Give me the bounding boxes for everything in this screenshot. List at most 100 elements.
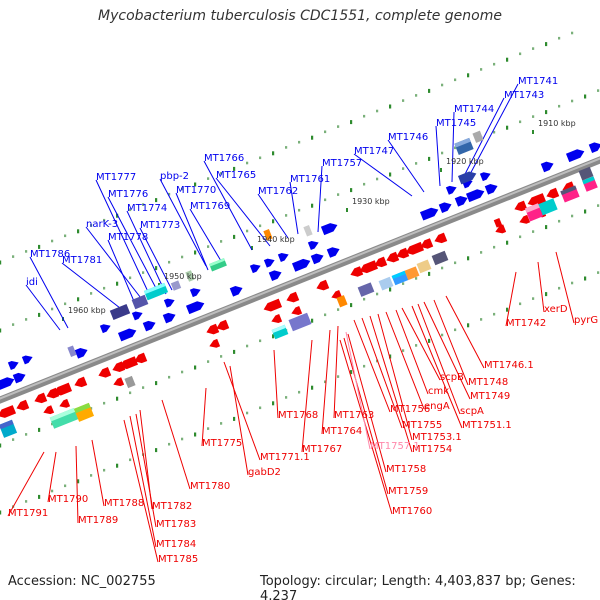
reverse-gene-label-leader — [129, 415, 157, 548]
reverse-gene-label: MT1753.1 — [412, 432, 462, 443]
forward-gene-label: MT1770 — [176, 185, 216, 196]
forward-gene-inner — [185, 301, 205, 315]
guide-dot — [0, 328, 2, 333]
guide-dot — [415, 162, 418, 165]
guide-dot — [246, 411, 249, 415]
reverse-gene-label: MT1771.1 — [260, 452, 310, 463]
guide-dot — [480, 318, 483, 321]
reverse-gene-label-leader — [369, 315, 413, 453]
guide-dot — [12, 323, 15, 326]
guide-dot — [129, 458, 132, 462]
reverse-feature-box-stripe — [0, 419, 14, 430]
reverse-feature-box-rect — [124, 375, 136, 389]
guide-dot — [402, 282, 405, 285]
guide-dot — [415, 94, 418, 97]
forward-gene-inner — [484, 184, 498, 195]
guide-dot — [532, 47, 535, 50]
forward-gene-label-leader — [159, 178, 207, 267]
reverse-gene-inner — [74, 376, 88, 388]
forward-gene-label-leader — [29, 256, 69, 329]
reverse-feature-box-stripe — [560, 185, 577, 196]
forward-gene-label-leader — [435, 125, 441, 187]
reverse-gene-inner — [359, 260, 379, 274]
forward-gene-mid-shape — [99, 324, 111, 334]
guide-dot — [441, 83, 444, 87]
forward-gene-label-leader — [61, 262, 121, 309]
forward-gene-mid-shape — [263, 258, 275, 268]
guide-dot — [571, 31, 574, 35]
reverse-gene-label: MT1784 — [156, 539, 196, 550]
forward-feature-box-rect — [67, 345, 77, 357]
reverse-gene-inner — [386, 251, 400, 263]
forward-gene-label-leader — [85, 226, 145, 303]
forward-gene-label: MT1744 — [454, 104, 494, 115]
forward-feature-box-rect — [109, 304, 131, 320]
forward-gene-inner-shape — [142, 320, 156, 332]
guide-dot — [311, 385, 314, 390]
reverse-gene-mid — [113, 377, 125, 387]
guide-dot — [246, 161, 249, 165]
forward-gene-inner — [438, 202, 452, 214]
reverse-gene-label: MT1746.1 — [484, 360, 534, 371]
guide-dot — [246, 229, 249, 233]
guide-row-forward-inner — [0, 89, 600, 333]
reverse-feature-box-stripe — [524, 203, 540, 213]
forward-feature-box — [67, 345, 77, 357]
guide-dot — [519, 52, 522, 56]
guide-dot — [259, 156, 262, 160]
guide-dot — [389, 354, 392, 359]
forward-gene-mid-shape — [131, 311, 143, 321]
tick-label: 1930 kbp — [352, 197, 390, 206]
reverse-feature-box — [49, 408, 79, 429]
reverse-gene-label-leader — [377, 313, 413, 441]
guide-dot — [454, 146, 457, 150]
forward-feature-box-rect — [131, 294, 149, 310]
reverse-gene-label-leader — [361, 317, 403, 429]
reverse-gene-label: MT1775 — [202, 438, 242, 449]
reverse-gene-inner — [420, 238, 434, 249]
reverse-gene-label: scpA — [460, 406, 484, 417]
forward-gene-mid — [7, 361, 19, 370]
guide-dot — [168, 442, 171, 446]
reverse-gene-label-leader — [7, 451, 45, 517]
guide-dot — [155, 266, 158, 271]
forward-feature-box-stripe — [143, 282, 166, 295]
reverse-gene-label: MT1789 — [78, 515, 118, 526]
reverse-gene-label: MT1780 — [190, 481, 230, 492]
forward-gene-label-leader — [107, 239, 137, 307]
guide-dot — [77, 479, 80, 484]
forward-gene-label-leader — [25, 284, 61, 331]
forward-gene-inner — [419, 207, 439, 221]
reverse-feature-box-stripe — [391, 270, 406, 280]
guide-dot — [181, 437, 184, 441]
reverse-gene-label-leader — [229, 365, 249, 476]
reverse-gene-inner-shape — [98, 366, 112, 378]
labels-layer: 1910 kbp 1920 kbp 1930 kbp 1940 kbp 1950 kbp… — [8, 76, 598, 565]
guide-dot — [506, 240, 509, 245]
reverse-gene-label-leader — [505, 271, 517, 327]
guide-dot — [415, 344, 418, 347]
guide-dot — [51, 307, 54, 311]
guide-dot — [103, 468, 106, 472]
guide-dot — [194, 432, 197, 437]
forward-feature-box-rect — [263, 229, 273, 241]
reverse-feature-box-rect — [431, 250, 449, 266]
reverse-gene-label-leader — [395, 309, 429, 395]
guide-dot — [311, 203, 314, 208]
guide-dot — [558, 104, 561, 108]
forward-gene-inner — [565, 149, 585, 163]
reverse-gene-label: MT1785 — [158, 554, 198, 565]
reverse-feature-box — [578, 166, 594, 181]
reverse-gene-label: MT1791 — [8, 508, 48, 519]
reverse-gene-inner — [316, 279, 330, 291]
reverse-gene-mid — [209, 338, 221, 348]
reverse-gene-mid-shape — [495, 224, 507, 234]
reverse-gene-label: MT1748 — [468, 377, 508, 388]
guide-dot — [90, 474, 93, 477]
guide-dot — [285, 396, 288, 399]
guide-dot — [480, 251, 483, 254]
reverse-feature-box — [271, 324, 289, 340]
reverse-gene-label-leader — [423, 301, 471, 400]
tick-label: 1910 kbp — [538, 119, 576, 128]
